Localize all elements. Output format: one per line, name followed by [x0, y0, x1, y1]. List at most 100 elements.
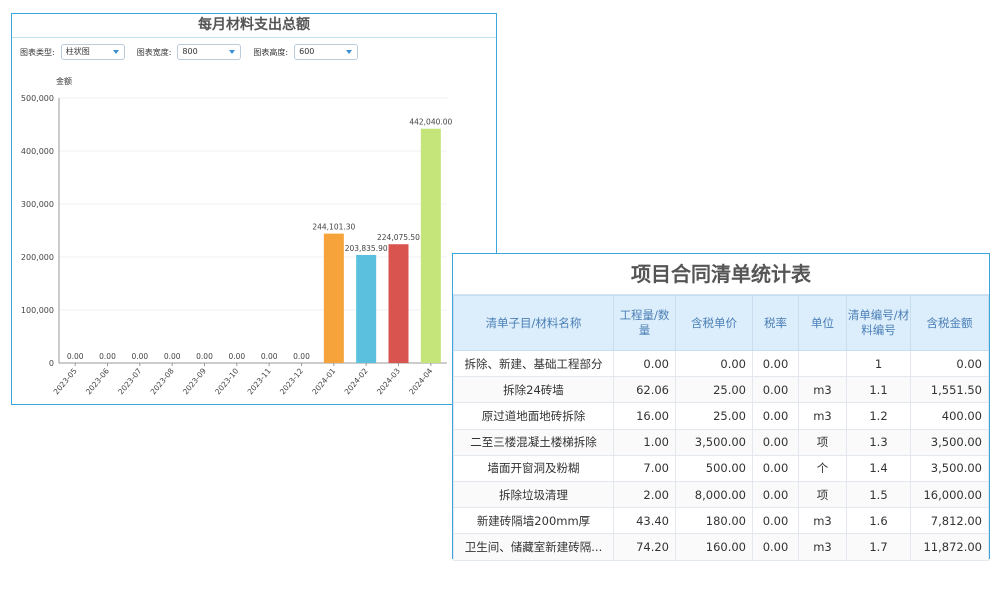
table-cell: 二至三楼混凝土楼梯拆除 [453, 428, 614, 456]
bar-chart: 金额 0 100,000 200,000 300,000 400,000 500,000 0.… [21, 76, 453, 396]
table-cell: 62.06 [613, 376, 676, 404]
x-tick-label: 2023-08 [149, 366, 176, 396]
table-cell: 3,500.00 [910, 454, 989, 482]
column-header: 清单子目/材料名称 [453, 295, 614, 351]
data-label: 0.00 [228, 352, 245, 361]
table-cell: 400.00 [910, 402, 989, 430]
x-tick-label: 2023-06 [84, 366, 111, 396]
x-tick-label: 2023-12 [278, 366, 305, 396]
table-cell: 1.7 [846, 533, 911, 561]
bar [388, 244, 409, 363]
table-cell: 16.00 [613, 402, 676, 430]
table-cell: 11,872.00 [910, 533, 989, 561]
chart-height-select[interactable]: 600 [294, 44, 359, 60]
x-tick-label: 2024-03 [375, 366, 402, 396]
y-tick-label: 400,000 [21, 147, 54, 156]
data-label: 203,835.90 [345, 244, 388, 253]
table-cell: 1.3 [846, 428, 911, 456]
table-row: 原过道地面地砖拆除 16.00 25.00 0.00 m3 1.2 400.00 [453, 402, 989, 430]
table-cell: 180.00 [675, 507, 753, 535]
table-cell: 0.00 [910, 349, 989, 378]
table-row: 二至三楼混凝土楼梯拆除 1.00 3,500.00 0.00 项 1.3 3,500.00 [453, 428, 989, 456]
table-cell: 500.00 [675, 454, 753, 482]
data-label: 0.00 [196, 352, 213, 361]
table-cell: 2.00 [613, 480, 676, 509]
chart-panel: 金额 0 100,000 200,000 300,000 400,000 500,000 0.… [11, 13, 497, 405]
table-cell: 0.00 [752, 480, 799, 509]
chart-width-select[interactable]: 800 [177, 44, 242, 60]
column-header: 工程量/数量 [613, 295, 676, 351]
column-header: 单位 [798, 295, 847, 351]
table-cell: 拆除、新建、基础工程部分 [453, 349, 614, 378]
table-cell: 1.1 [846, 376, 911, 404]
select-value: 800 [182, 47, 198, 56]
table-row: 拆除、新建、基础工程部分 0.00 0.00 0.00 1 0.00 [453, 349, 989, 378]
table-cell: 1,551.50 [910, 376, 989, 404]
table-panel: 项目合同清单统计表 清单子目/材料名称 工程量/数量 含税单价 税率 单位 清单编号/材料… [452, 253, 990, 561]
table-cell: 拆除垃圾清理 [453, 480, 614, 509]
table-cell: m3 [798, 376, 847, 404]
table-cell: m3 [798, 533, 847, 561]
table-cell: 项 [798, 428, 847, 456]
table-cell: 0.00 [675, 349, 753, 378]
chart-type-select[interactable]: 柱状图 [60, 44, 125, 60]
y-tick-label: 100,000 [21, 306, 54, 315]
bar [356, 254, 377, 363]
table-row: 拆除垃圾清理 2.00 8,000.00 0.00 项 1.5 16,000.00 [453, 480, 989, 509]
data-label: 0.00 [99, 352, 116, 361]
y-axis-label: 金额 [56, 76, 72, 86]
table-cell: 25.00 [675, 376, 753, 404]
column-header: 含税单价 [675, 295, 753, 351]
table-cell: 1.5 [846, 480, 911, 509]
data-label: 0.00 [293, 352, 310, 361]
x-tick-label: 2023-07 [116, 366, 143, 396]
x-tick-label: 2023-10 [213, 366, 240, 396]
table-cell: 1.00 [613, 428, 676, 456]
table-cell: 拆除24砖墙 [453, 376, 614, 404]
x-tick-label: 2024-02 [343, 366, 370, 396]
table-cell: 原过道地面地砖拆除 [453, 402, 614, 430]
y-tick-label: 200,000 [21, 253, 54, 262]
table-cell: 74.20 [613, 533, 676, 561]
y-tick-label: 300,000 [21, 200, 54, 209]
table-cell: 1.4 [846, 454, 911, 482]
table-cell: 0.00 [752, 428, 799, 456]
data-label: 0.00 [261, 352, 278, 361]
data-label: 224,075.50 [377, 233, 420, 242]
table-cell: 0.00 [752, 533, 799, 561]
data-label: 0.00 [164, 352, 181, 361]
x-tick-label: 2024-01 [310, 366, 337, 396]
table-cell: 项 [798, 480, 847, 509]
table-cell: 0.00 [752, 454, 799, 482]
table-cell: 1.2 [846, 402, 911, 430]
table-cell: 3,500.00 [675, 428, 753, 456]
chevron-down-icon [346, 50, 353, 54]
table-cell: 7.00 [613, 454, 676, 482]
table-cell: 新建砖隔墙200mm厚 [453, 507, 614, 535]
table-cell: 个 [798, 454, 847, 482]
table-cell: m3 [798, 402, 847, 430]
data-label: 442,040.00 [409, 118, 452, 127]
table-row: 墙面开窗洞及粉糊 7.00 500.00 0.00 个 1.4 3,500.00 [453, 454, 989, 482]
table-row: 新建砖隔墙200mm厚 43.40 180.00 0.00 m3 1.6 7,812.00 [453, 507, 989, 535]
table-cell: 1.6 [846, 507, 911, 535]
contract-table: 清单子目/材料名称 工程量/数量 含税单价 税率 单位 清单编号/材料编号 含税金额 拆除、… [453, 295, 989, 561]
table-cell: 卫生间、储藏室新建砖隔... [453, 533, 614, 561]
table-cell: 墙面开窗洞及粉糊 [453, 454, 614, 482]
bar [323, 233, 344, 363]
x-tick-label: 2023-09 [181, 366, 208, 396]
chart-title: 每月材料支出总额 [12, 14, 496, 38]
table-cell: 7,812.00 [910, 507, 989, 535]
column-header: 清单编号/材料编号 [846, 295, 911, 351]
table-cell [798, 349, 847, 378]
column-header: 税率 [752, 295, 799, 351]
table-title: 项目合同清单统计表 [453, 254, 989, 295]
bar [420, 128, 441, 363]
y-tick-label: 500,000 [21, 94, 54, 103]
table-cell: 0.00 [752, 402, 799, 430]
table-cell: 0.00 [752, 376, 799, 404]
x-tick-label: 2023-11 [246, 366, 273, 396]
select-value: 600 [299, 47, 315, 56]
table-cell: 43.40 [613, 507, 676, 535]
x-tick-label: 2023-05 [52, 366, 79, 396]
